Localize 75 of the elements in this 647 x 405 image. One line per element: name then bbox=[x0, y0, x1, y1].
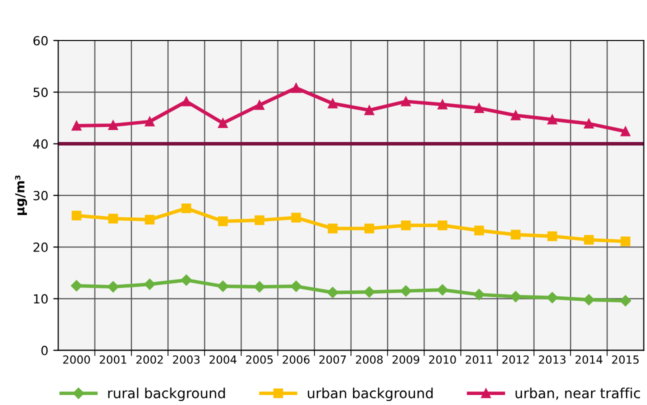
point bbox=[218, 216, 228, 226]
point bbox=[473, 288, 485, 300]
point bbox=[181, 96, 192, 106]
y-axis-title: µg/m³ bbox=[15, 175, 28, 215]
point bbox=[583, 294, 594, 306]
y-tick-label: 50 bbox=[34, 88, 48, 98]
point bbox=[400, 285, 412, 297]
y-tick-label: 60 bbox=[33, 36, 48, 46]
point bbox=[510, 110, 521, 120]
point bbox=[144, 278, 156, 290]
point bbox=[254, 215, 264, 226]
point bbox=[620, 126, 630, 136]
point bbox=[364, 224, 374, 234]
legend-label: rural background bbox=[108, 388, 225, 402]
x-tick-label: 2001 bbox=[100, 355, 126, 364]
point bbox=[547, 231, 558, 242]
x-tick-label: 2004 bbox=[210, 355, 236, 364]
point bbox=[436, 284, 448, 296]
point bbox=[510, 291, 522, 302]
point bbox=[328, 224, 338, 234]
x-tick-label: 2005 bbox=[246, 355, 273, 364]
x-tick-label: 2010 bbox=[429, 355, 456, 364]
point bbox=[254, 281, 266, 292]
legend-label: urban background bbox=[308, 388, 433, 402]
point bbox=[180, 274, 192, 286]
point bbox=[620, 236, 630, 246]
point bbox=[108, 214, 118, 224]
point bbox=[438, 220, 448, 230]
point bbox=[144, 214, 155, 225]
x-tick-label: 2015 bbox=[612, 355, 639, 364]
x-tick-label: 2013 bbox=[538, 355, 566, 364]
x-tick-label: 2011 bbox=[466, 355, 492, 364]
y-tick-label: 20 bbox=[34, 242, 48, 252]
x-tick-label: 2003 bbox=[172, 355, 200, 364]
x-tick-label: 2002 bbox=[136, 355, 163, 364]
point bbox=[547, 114, 558, 124]
point bbox=[328, 98, 338, 108]
point bbox=[401, 96, 411, 106]
point bbox=[218, 118, 228, 128]
point bbox=[217, 280, 229, 292]
y-tick-label: 30 bbox=[34, 190, 48, 200]
point bbox=[144, 116, 155, 126]
point bbox=[546, 292, 558, 304]
point bbox=[401, 220, 411, 230]
point bbox=[364, 105, 374, 116]
x-tick-label: 2008 bbox=[356, 355, 383, 364]
point bbox=[72, 210, 82, 220]
x-tick-label: 2012 bbox=[502, 355, 529, 364]
point bbox=[438, 100, 448, 110]
point bbox=[364, 286, 375, 298]
point bbox=[70, 280, 82, 292]
point bbox=[181, 203, 192, 214]
x-tick-label: 2014 bbox=[576, 355, 602, 364]
point bbox=[291, 212, 301, 222]
point bbox=[72, 120, 82, 131]
point bbox=[510, 230, 521, 240]
y-tick-label: 0 bbox=[41, 346, 48, 356]
point bbox=[291, 83, 301, 93]
x-tick-label: 2000 bbox=[63, 355, 90, 364]
point bbox=[584, 118, 594, 128]
y-tick-label: 40 bbox=[33, 139, 48, 149]
point bbox=[584, 234, 594, 245]
point bbox=[620, 295, 632, 306]
legend-label: urban, near traffic bbox=[516, 388, 640, 400]
point bbox=[474, 226, 484, 236]
point bbox=[254, 100, 264, 110]
x-tick-label: 2007 bbox=[319, 355, 346, 364]
point bbox=[108, 120, 118, 130]
x-tick-label: 2009 bbox=[392, 355, 420, 364]
y-tick-label: 10 bbox=[34, 294, 48, 304]
point bbox=[108, 281, 119, 292]
point bbox=[290, 280, 302, 292]
point bbox=[327, 286, 338, 298]
point bbox=[474, 103, 484, 114]
x-tick-label: 2006 bbox=[282, 355, 310, 364]
